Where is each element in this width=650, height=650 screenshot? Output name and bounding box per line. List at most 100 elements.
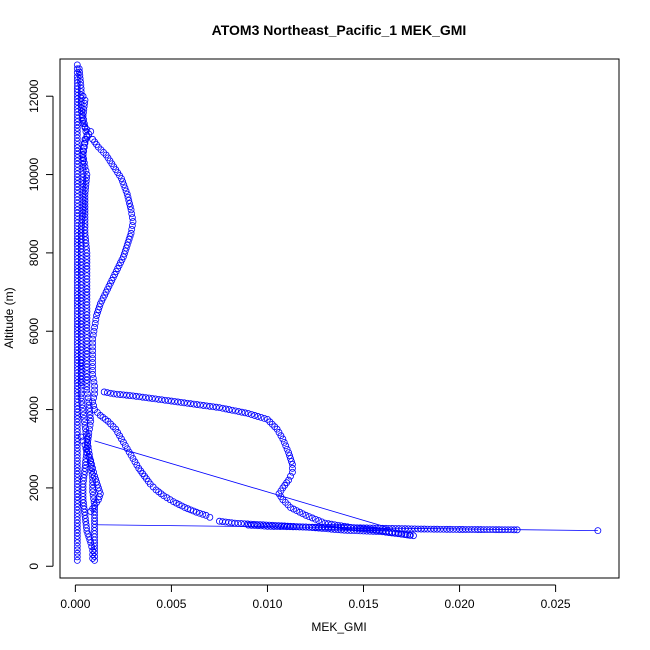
data-point [77,362,85,370]
data-point [89,331,97,339]
data-point [283,445,291,453]
data-point [80,411,87,419]
data-point [89,488,97,496]
data-point [318,518,326,526]
data-point [77,365,85,373]
data-point [129,392,137,400]
data-point [83,311,91,319]
data-point [411,525,419,533]
data-point [73,549,81,557]
data-point [264,415,271,423]
data-point [91,386,98,394]
data-point [187,400,195,408]
data-point [83,291,91,299]
data-point [77,84,85,92]
data-point [84,394,92,402]
data-point [77,382,85,390]
data-point [366,527,374,535]
data-point [142,394,150,402]
data-point [181,504,189,511]
data-point [417,525,425,533]
data-point [80,159,88,167]
data-point [77,394,85,402]
data-point [446,525,454,533]
data-point [83,318,91,325]
data-point [398,525,406,533]
data-point [247,520,255,528]
data-point [73,405,81,413]
data-point [449,525,457,533]
data-point [430,525,438,533]
data-point [187,506,195,514]
data-point [77,78,84,86]
data-point [344,526,351,534]
data-point [433,525,441,533]
data-point [127,451,135,459]
data-point [135,393,143,401]
data-point [288,458,295,465]
data-point [125,448,133,456]
data-point [81,139,89,147]
data-point [81,210,89,218]
data-point [73,441,81,449]
data-point [271,423,279,431]
data-point [119,391,127,399]
data-point [89,347,97,355]
data-point [81,220,89,227]
data-point [88,471,96,479]
data-point [73,447,81,455]
data-point [420,525,428,533]
y-tick-label: 6000 [27,318,41,345]
data-point [286,452,293,459]
data-point [196,401,204,409]
data-point [193,401,201,408]
data-point [192,508,200,516]
data-point [196,509,203,517]
data-point [81,461,89,469]
data-point [372,528,380,535]
x-tick-label: 0.000 [60,597,90,611]
data-point [124,193,132,201]
data-point [87,414,94,422]
data-point [82,128,90,135]
data-point [83,269,91,276]
chart-title: ATOM3 Northeast_Pacific_1 MEK_GMI [212,22,467,38]
data-point [83,327,91,335]
data-point [353,527,361,535]
data-point [73,516,81,524]
data-point [315,517,323,524]
data-point [79,92,87,100]
data-point [81,124,89,131]
data-point [87,464,95,472]
data-point [89,478,97,485]
data-point [73,457,81,465]
data-point [91,323,98,331]
data-point [83,324,91,332]
data-point [121,442,129,449]
data-point [83,314,91,322]
data-point [222,405,230,413]
x-tick-label: 0.020 [445,597,475,611]
data-point [86,536,94,544]
data-point [324,525,332,533]
data-point [289,468,296,476]
data-point [379,528,387,536]
data-point [209,403,217,411]
data-point [369,527,377,535]
data-point [152,395,159,403]
data-point [216,404,223,412]
data-point [73,124,81,132]
data-point [81,197,89,205]
data-point [82,177,90,185]
data-point [77,386,85,394]
connector-line [94,440,391,529]
data-point [177,398,185,406]
data-point [114,429,122,436]
data-point [273,523,281,530]
data-point [79,117,87,124]
data-point [594,527,602,535]
data-point [79,154,87,161]
data-point [73,454,81,462]
data-point [89,491,97,499]
data-point [85,447,93,455]
